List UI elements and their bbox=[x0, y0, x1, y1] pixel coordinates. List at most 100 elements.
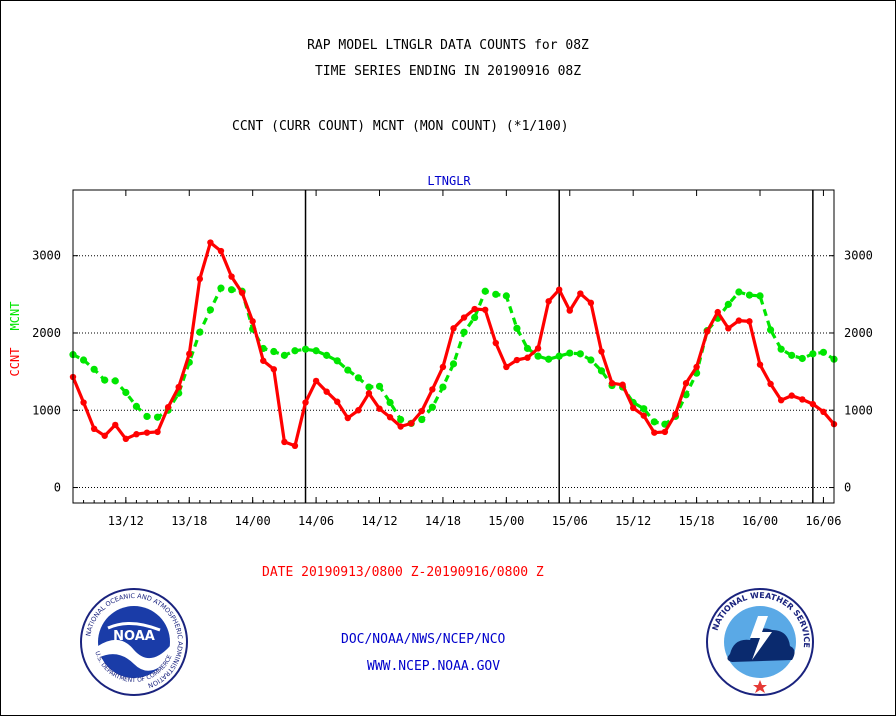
x-tick-label: 13/18 bbox=[171, 514, 207, 528]
ccnt-line bbox=[71, 241, 836, 448]
x-tick-label: 14/00 bbox=[235, 514, 271, 528]
y-tick-label-right: 2000 bbox=[844, 326, 873, 340]
ccnt-point bbox=[90, 425, 98, 433]
mcnt-point bbox=[227, 286, 236, 294]
ccnt-point bbox=[577, 290, 584, 297]
x-tick-label: 15/06 bbox=[552, 514, 588, 528]
ccnt-point bbox=[587, 299, 595, 307]
credit-line-1[interactable]: DOC/NOAA/NWS/NCEP/NCO bbox=[341, 632, 506, 647]
ccnt-point bbox=[482, 306, 489, 313]
mcnt-point bbox=[798, 354, 806, 363]
ccnt-point bbox=[725, 325, 732, 332]
mcnt-point bbox=[196, 328, 204, 336]
ccnt-point bbox=[714, 308, 721, 316]
mcnt-point bbox=[428, 403, 436, 411]
ccnt-point bbox=[777, 397, 785, 404]
mcnt-point bbox=[724, 300, 732, 308]
plot-title: LTNGLR bbox=[427, 174, 471, 188]
mcnt-point bbox=[79, 356, 88, 364]
mcnt-point bbox=[492, 290, 500, 298]
mcnt-point bbox=[756, 292, 764, 300]
mcnt-point bbox=[386, 398, 394, 407]
axis-layer: 0 0 1000 1000 2000 2000 3000 3000 13/12 13/18 14/0… bbox=[32, 190, 873, 528]
mcnt-point bbox=[766, 326, 775, 334]
ccnt-point bbox=[302, 399, 309, 406]
ccnt-point bbox=[450, 325, 457, 332]
mcnt-point bbox=[566, 349, 574, 357]
ccnt-point bbox=[503, 363, 510, 371]
ccnt-point bbox=[154, 428, 161, 436]
ccnt-point bbox=[429, 386, 436, 393]
ccnt-point bbox=[281, 438, 288, 446]
mcnt-point bbox=[206, 306, 215, 314]
y-tick-label-left: 3000 bbox=[32, 249, 61, 263]
mcnt-point bbox=[122, 388, 130, 397]
mcnt-point bbox=[90, 365, 98, 373]
ccnt-point bbox=[608, 380, 616, 387]
ccnt-point bbox=[809, 400, 817, 408]
y-tick-label-right: 0 bbox=[844, 481, 851, 495]
y-tick-label-left: 1000 bbox=[32, 403, 61, 417]
ccnt-point bbox=[661, 428, 669, 436]
mcnt-point bbox=[375, 382, 384, 390]
ccnt-point bbox=[492, 339, 499, 347]
y-tick-label-right: 3000 bbox=[844, 249, 873, 263]
mcnt-point bbox=[587, 356, 595, 364]
chart-title-line2: TIME SERIES ENDING IN 20190916 08Z bbox=[314, 64, 582, 79]
ccnt-point bbox=[534, 345, 542, 352]
ccnt-point bbox=[80, 399, 87, 406]
mcnt-point bbox=[365, 383, 373, 391]
x-tick-label: 15/00 bbox=[488, 514, 524, 528]
ccnt-point bbox=[672, 410, 679, 418]
x-tick-label: 15/12 bbox=[615, 514, 651, 528]
chart-subtitle: CCNT (CURR COUNT) MCNT (MON COUNT) (*1/1… bbox=[232, 119, 569, 134]
ccnt-point bbox=[460, 314, 468, 321]
grid-layer bbox=[73, 255, 834, 489]
ccnt-point bbox=[418, 407, 425, 415]
ccnt-point bbox=[598, 348, 605, 355]
mcnt-point bbox=[312, 347, 320, 355]
ccnt-point bbox=[756, 361, 764, 368]
x-tick-label: 14/12 bbox=[361, 514, 397, 528]
series-layer bbox=[69, 239, 838, 450]
ccnt-point bbox=[693, 363, 700, 371]
ccnt-point bbox=[651, 429, 658, 436]
ccnt-point bbox=[217, 247, 225, 255]
ccnt-point bbox=[703, 328, 711, 335]
mcnt-point bbox=[471, 313, 479, 322]
mcnt-point bbox=[735, 288, 743, 296]
ccnt-point bbox=[323, 388, 330, 395]
mcnt-point bbox=[111, 377, 119, 385]
ccnt-point bbox=[312, 377, 320, 385]
ccnt-point bbox=[545, 298, 552, 305]
mcnt-point bbox=[449, 360, 458, 368]
ccnt-point bbox=[640, 412, 647, 419]
mcnt-point bbox=[397, 415, 405, 424]
mcnt-point bbox=[597, 367, 606, 375]
ccnt-point bbox=[746, 318, 753, 325]
ccnt-point bbox=[143, 429, 151, 436]
nws-logo: NATIONAL WEATHER SERVICE bbox=[706, 588, 814, 696]
mcnt-point bbox=[323, 351, 331, 359]
x-tick-label: 14/18 bbox=[425, 514, 461, 528]
ccnt-point bbox=[439, 363, 447, 371]
mcnt-point bbox=[132, 402, 141, 410]
ccnt-point bbox=[682, 380, 690, 387]
x-tick-label: 14/06 bbox=[298, 514, 334, 528]
chart-title-line1: RAP MODEL LTNGLR DATA COUNTS for 08Z bbox=[307, 38, 589, 53]
mcnt-point bbox=[534, 352, 542, 360]
ccnt-point bbox=[788, 392, 795, 399]
ccnt-point bbox=[334, 398, 341, 405]
ccnt-point bbox=[513, 356, 521, 364]
mcnt-point bbox=[280, 351, 288, 359]
ccnt-point bbox=[799, 396, 806, 403]
mcnt-point bbox=[745, 291, 754, 299]
x-tick-label: 15/18 bbox=[679, 514, 715, 528]
mcnt-point bbox=[777, 345, 785, 353]
y-axis-label-mcnt: MCNT bbox=[8, 302, 22, 331]
mcnt-point bbox=[333, 357, 341, 365]
y-axis-label-ccnt: CCNT bbox=[8, 348, 22, 377]
ccnt-point bbox=[164, 403, 172, 411]
credit-line-2[interactable]: WWW.NCEP.NOAA.GOV bbox=[367, 659, 501, 674]
